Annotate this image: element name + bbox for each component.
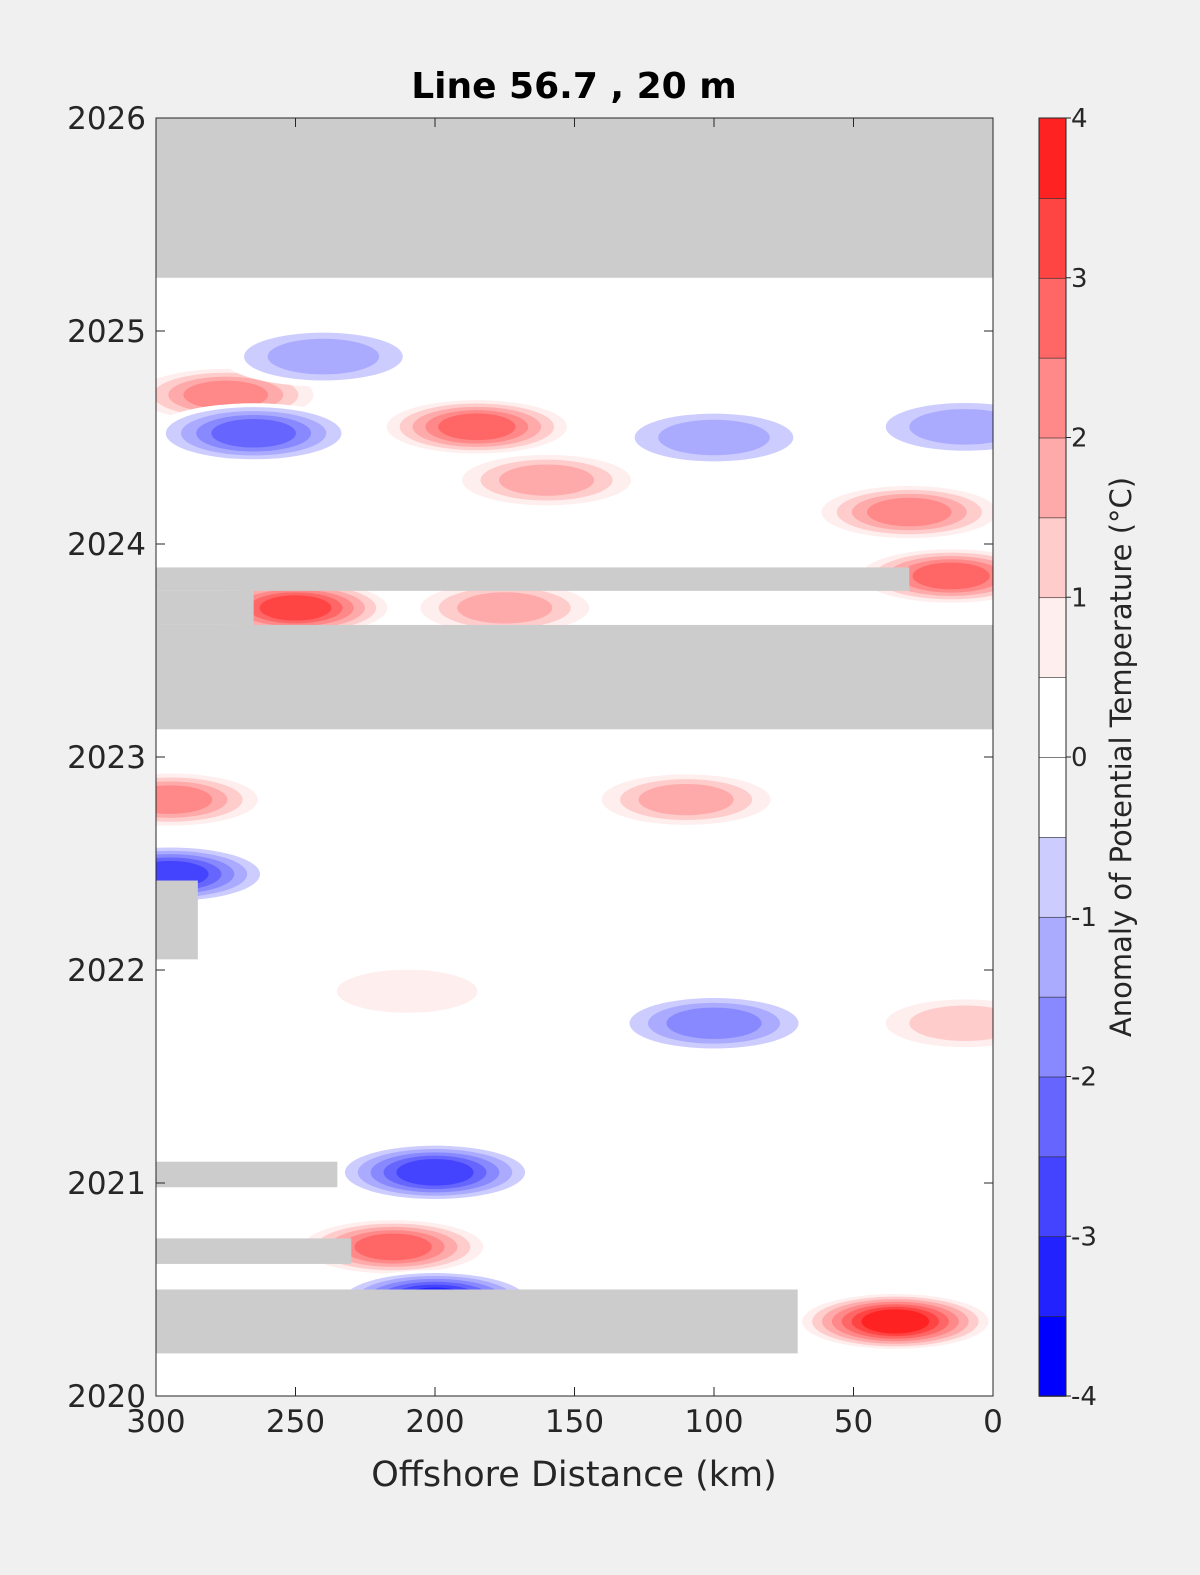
missing-region-2 [156,567,910,591]
colorbar-swatch [1038,756,1067,838]
y-tick-label: 2021 [67,1166,146,1202]
x-tick-label: 100 [684,1404,743,1440]
anomaly-feature-18 [611,993,817,1054]
colorbar-tick-label: -4 [1071,1382,1097,1412]
colorbar-tick-label: -2 [1071,1063,1097,1093]
missing-region-4 [156,880,198,960]
colorbar-tick-label: 2 [1071,424,1088,454]
anomaly-feature-5 [862,396,993,457]
y-tick-label: 2020 [67,1379,146,1415]
x-tick-label: 200 [405,1404,464,1440]
anomaly-feature-4 [611,407,817,468]
anomaly-feature-14 [332,1142,538,1203]
x-tick-label: 150 [545,1404,604,1440]
anomaly-feature-13 [583,769,790,830]
colorbar-tick-label: -3 [1071,1222,1097,1252]
plot-background [156,118,993,1396]
colorbar-swatch [1038,596,1067,678]
missing-region-6 [156,1238,352,1264]
chart-title: Line 56.7 , 20 m [411,66,737,107]
colorbar-tick-label: 1 [1071,583,1088,613]
colorbar-swatch [1038,1156,1067,1238]
anomaly-feature-7 [806,482,993,543]
anomaly-feature-2 [156,403,357,464]
colorbar-tick-label: -1 [1071,903,1097,933]
missing-data-regions [156,118,993,1354]
anomaly-feature-19 [862,993,993,1054]
missing-region-5 [156,1161,338,1188]
anomaly-feature-3 [220,326,427,387]
colorbar-swatch [1038,1076,1067,1158]
colorbar-swatch [1038,836,1067,918]
colorbar-swatch [1038,437,1067,519]
y-tick-label: 2022 [67,953,146,989]
colorbar-swatch [1038,996,1067,1078]
y-tick-label: 2024 [67,527,146,563]
colorbar-swatch [1038,277,1067,359]
anomaly-feature-11 [156,769,273,830]
colorbar-swatch [1038,676,1067,758]
x-tick-label: 300 [126,1404,185,1440]
anomaly-feature-6 [443,450,650,511]
x-tick-label: 50 [834,1404,873,1440]
colorbar-swatch [1038,357,1067,439]
missing-region-7 [156,1289,798,1354]
x-tick-label: 0 [983,1404,1003,1440]
plot-area: 300 250 200 150 100 50 0 202020212022202320242… [67,101,1003,1440]
colorbar-swatch [1038,1315,1067,1397]
y-axis: 2020 2021 2022 2023 2024 2025 2026 [67,101,993,1415]
missing-region-1 [156,624,993,730]
y-tick-label: 2026 [67,101,146,137]
x-tick-label: 250 [266,1404,325,1440]
colorbar-tick-label: 0 [1071,743,1088,773]
y-tick-label: 2023 [67,740,146,776]
colorbar-swatch [1038,1235,1067,1317]
colorbar: -4 -3 -2 -1 0 1 2 3 4 Anomaly of Potential Tempe… [1038,104,1138,1412]
colorbar-swatch [1038,197,1067,279]
anomaly-feature-17 [792,1291,993,1352]
y-tick-label: 2025 [67,314,146,350]
anomaly-feature-20 [304,961,511,1022]
colorbar-label: Anomaly of Potential Temperature (°C) [1104,477,1138,1037]
colorbar-tick-label: 4 [1071,104,1088,134]
colorbar-tick-label: 3 [1071,264,1088,294]
colorbar-swatches [1038,117,1067,1397]
missing-region-0 [156,118,993,278]
anomaly-feature-0 [373,396,580,457]
colorbar-swatch [1038,117,1067,199]
colorbar-ticks: -4 -3 -2 -1 0 1 2 3 4 [1066,104,1097,1412]
x-axis: 300 250 200 150 100 50 0 [126,118,1003,1440]
anomaly-feature-10 [401,577,608,638]
missing-region-3 [156,590,254,625]
colorbar-swatch [1038,517,1067,599]
colorbar-swatch [1038,916,1067,998]
x-axis-label: Offshore Distance (km) [371,1455,777,1495]
